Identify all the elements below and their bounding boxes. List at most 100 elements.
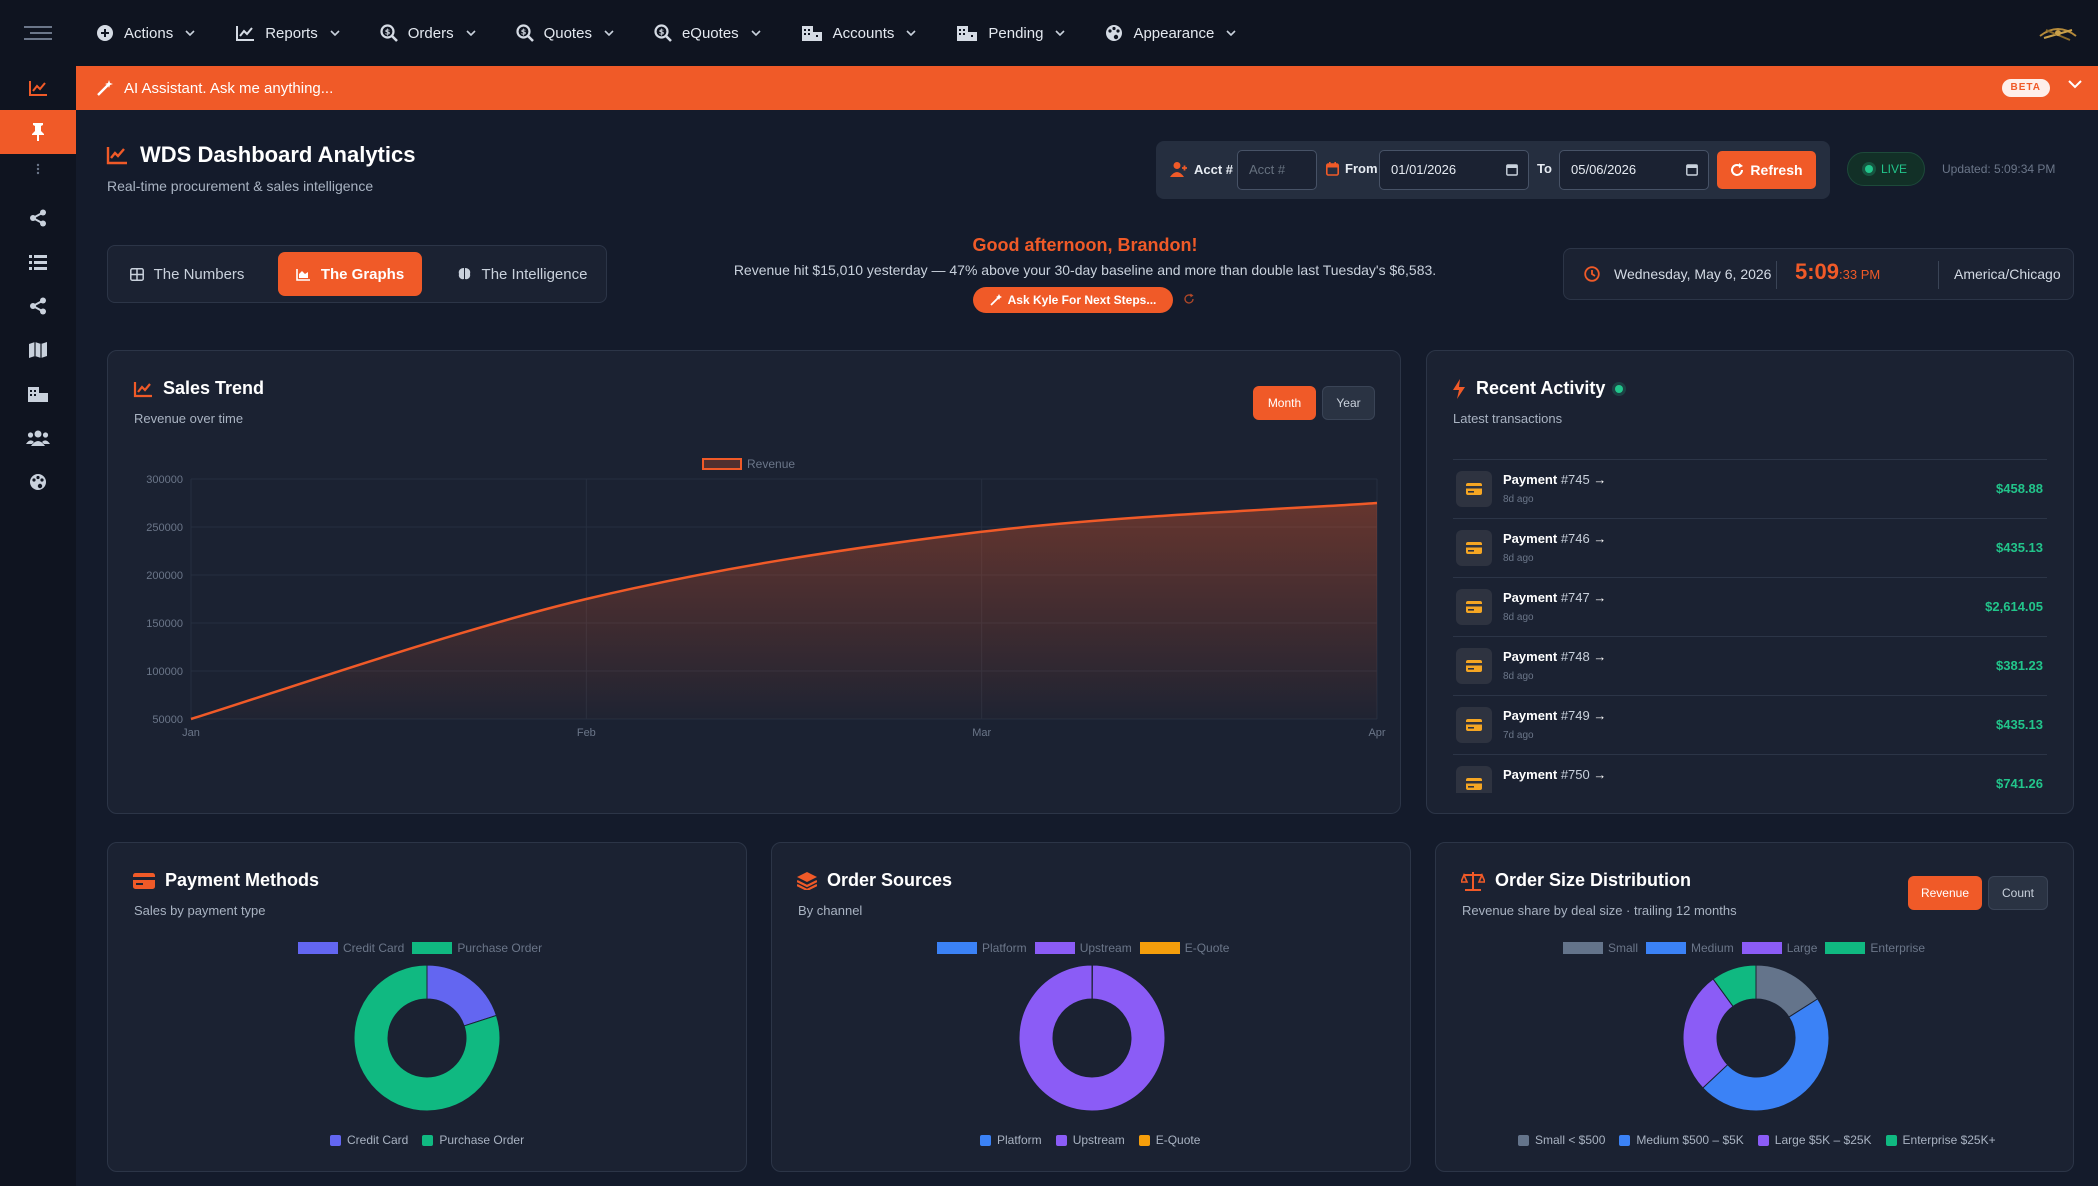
nav-quotes[interactable]: $ Quotes	[496, 0, 634, 66]
nav-label: eQuotes	[681, 24, 739, 42]
from-date-input[interactable]: 01/01/2026	[1379, 150, 1529, 190]
sidebar-item-map[interactable]	[0, 328, 76, 372]
palette-icon	[1106, 25, 1123, 41]
line-chart-icon	[236, 26, 255, 41]
pin-icon	[32, 123, 44, 141]
activity-title[interactable]: Payment #749 →	[1503, 708, 1607, 723]
chart-legend[interactable]: Credit Card Purchase Order	[298, 941, 550, 955]
toggle-year[interactable]: Year	[1322, 386, 1375, 420]
donut-slice	[426, 964, 498, 1027]
menu-toggle[interactable]	[0, 0, 76, 66]
sidebar-item-network[interactable]	[0, 284, 76, 328]
nav-label: Appearance	[1133, 24, 1215, 42]
sidebar-item-analytics[interactable]	[0, 66, 76, 110]
list-item[interactable]: Payment #747 → 8d ago $2,614.05	[1453, 577, 2047, 636]
sidebar-item-share[interactable]	[0, 196, 76, 240]
list-item[interactable]: Payment #745 → 8d ago $458.88	[1453, 459, 2047, 518]
company-logo[interactable]	[2036, 16, 2080, 48]
legend-item[interactable]: Medium	[1646, 941, 1734, 955]
legend-item[interactable]: Small	[1563, 941, 1638, 955]
nav-label: Actions	[124, 24, 174, 42]
line-chart-icon	[106, 147, 127, 165]
from-label: From	[1326, 161, 1378, 176]
legend-item[interactable]: Purchase Order	[412, 941, 542, 955]
ai-assistant-prompt: AI Assistant. Ask me anything...	[124, 79, 334, 97]
ai-assistant-bar[interactable]: AI Assistant. Ask me anything... BETA	[76, 66, 2098, 110]
legend-item[interactable]: Credit Card	[298, 941, 404, 955]
y-tick-label: 100000	[146, 666, 183, 678]
chart-bottom-legend: Credit Card Purchase Order	[330, 1133, 538, 1147]
acct-input[interactable]: Acct #	[1237, 150, 1317, 190]
order-sources-donut	[1018, 964, 1166, 1112]
sidebar-item-appearance[interactable]	[0, 460, 76, 504]
activity-title[interactable]: Payment #747 →	[1503, 590, 1607, 605]
brain-icon	[458, 268, 470, 280]
nav-actions[interactable]: Actions	[76, 0, 215, 66]
line-chart-icon	[133, 381, 152, 397]
card-subtitle: Sales by payment type	[134, 903, 266, 918]
search-dollar-icon: $	[654, 24, 672, 42]
sidebar-item-list[interactable]	[0, 240, 76, 284]
chart-bottom-legend: Small < $500 Medium $500 – $5K Large $5K…	[1518, 1133, 2010, 1147]
to-date-input[interactable]: 05/06/2026	[1559, 150, 1709, 190]
list-item[interactable]: Payment #746 → 8d ago $435.13	[1453, 518, 2047, 577]
activity-list[interactable]: Payment #745 → 8d ago $458.88 Payment #7…	[1453, 459, 2047, 793]
svg-text:$: $	[384, 28, 390, 37]
activity-amount: $741.26	[1996, 776, 2043, 791]
activity-title[interactable]: Payment #750 →	[1503, 767, 1607, 782]
tab-the-numbers[interactable]: The Numbers	[118, 252, 256, 296]
area-chart-icon	[296, 268, 310, 281]
legend-label: Revenue	[747, 457, 796, 471]
tab-the-graphs[interactable]: The Graphs	[278, 252, 422, 296]
sidebar-item-accounts[interactable]	[0, 372, 76, 416]
sidebar-more[interactable]	[0, 156, 76, 182]
chart-legend[interactable]: Platform Upstream E-Quote	[937, 941, 1237, 955]
legend-item[interactable]: E-Quote	[1139, 941, 1229, 955]
chevron-down-icon[interactable]	[2068, 80, 2082, 89]
legend-item[interactable]: Upstream	[1034, 941, 1132, 955]
tab-the-intelligence[interactable]: The Intelligence	[442, 252, 602, 296]
divider	[1776, 261, 1777, 289]
nav-accounts[interactable]: Accounts	[781, 0, 937, 66]
svg-text:$: $	[520, 28, 526, 37]
sidebar-item-pin[interactable]	[0, 110, 76, 154]
activity-title[interactable]: Payment #748 →	[1503, 649, 1607, 664]
calendar-icon[interactable]	[1686, 163, 1698, 176]
legend-item[interactable]: Platform	[937, 941, 1027, 955]
nav-equotes[interactable]: $ eQuotes	[634, 0, 781, 66]
sidebar-item-users[interactable]	[0, 416, 76, 460]
legend-item: Upstream	[1055, 1133, 1125, 1147]
nav-pending[interactable]: Pending	[936, 0, 1085, 66]
toggle-month[interactable]: Month	[1253, 386, 1316, 420]
view-tabs: The Numbers The Graphs The Intelligence	[107, 245, 607, 303]
activity-title[interactable]: Payment #746 →	[1503, 531, 1607, 546]
refresh-icon	[1731, 163, 1744, 176]
payment-methods-donut	[353, 964, 501, 1112]
hamburger-icon	[24, 26, 52, 40]
chart-legend[interactable]: Small Medium Large Enterprise	[1563, 941, 1933, 955]
calendar-icon[interactable]	[1506, 163, 1518, 176]
list-item[interactable]: Payment #749 → 7d ago $435.13	[1453, 695, 2047, 754]
list-item[interactable]: Payment #748 → 8d ago $381.23	[1453, 636, 2047, 695]
list-icon	[29, 255, 47, 270]
list-item[interactable]: Payment #750 → $741.26	[1453, 754, 2047, 793]
nav-orders[interactable]: $ Orders	[360, 0, 496, 66]
chart-legend[interactable]: Revenue	[702, 457, 795, 471]
toggle-count[interactable]: Count	[1988, 876, 2048, 910]
refresh-icon[interactable]	[1183, 293, 1195, 305]
activity-title[interactable]: Payment #745 →	[1503, 472, 1607, 487]
activity-time: 8d ago	[1503, 494, 1534, 505]
map-icon	[29, 342, 47, 358]
nav-reports[interactable]: Reports	[215, 0, 360, 66]
chart-bottom-legend: Platform Upstream E-Quote	[980, 1133, 1214, 1147]
x-tick-label: Mar	[972, 727, 991, 739]
toggle-revenue[interactable]: Revenue	[1908, 876, 1982, 910]
user-icon	[1170, 162, 1187, 177]
ask-kyle-button[interactable]: Ask Kyle For Next Steps...	[973, 287, 1173, 313]
nav-appearance[interactable]: Appearance	[1085, 0, 1256, 66]
legend-item[interactable]: Large	[1741, 941, 1817, 955]
legend-item[interactable]: Enterprise	[1825, 941, 1925, 955]
refresh-button[interactable]: Refresh	[1717, 151, 1816, 189]
recent-activity-card: Recent Activity Latest transactions Paym…	[1426, 350, 2074, 814]
